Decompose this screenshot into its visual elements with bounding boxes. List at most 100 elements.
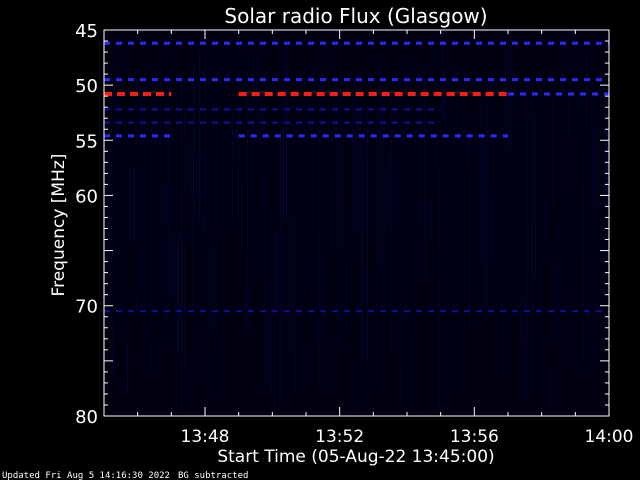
noise-streak: [298, 151, 299, 208]
plot-frame: [103, 29, 610, 417]
noise-streak: [364, 97, 365, 164]
noise-streak: [325, 227, 326, 393]
noise-streak: [184, 107, 185, 373]
noise-streak: [181, 81, 182, 412]
noise-streak: [601, 227, 602, 321]
noise-streak: [127, 340, 128, 396]
noise-streak: [337, 86, 338, 349]
noise-streak: [406, 57, 407, 364]
noise-streak: [526, 74, 527, 405]
noise-streak: [295, 217, 296, 391]
y-tick-label: 50: [75, 76, 98, 97]
noise-streak: [148, 328, 149, 393]
noise-streak: [172, 122, 173, 298]
noise-streak: [352, 86, 353, 230]
y-axis-label: Frequency [MHz]: [49, 154, 69, 297]
noise-streak: [361, 79, 362, 404]
noise-streak: [370, 122, 371, 246]
plot-background: [104, 30, 609, 416]
updated-timestamp: Updated Fri Aug 5 14:16:30 2022: [2, 471, 170, 480]
noise-streak: [562, 33, 563, 115]
spectral-features: [104, 41, 609, 313]
noise-streak: [151, 68, 152, 374]
noise-streak: [481, 99, 482, 264]
noise-streak: [457, 66, 458, 392]
noise-streak: [328, 82, 329, 148]
noise-streak: [106, 141, 107, 329]
noise-streak: [403, 68, 404, 368]
noise-streak: [391, 94, 392, 358]
noise-streak: [223, 111, 224, 401]
noise-streak: [544, 172, 545, 240]
noise-streak: [595, 99, 596, 367]
noise-streak: [355, 75, 356, 264]
noise-streak: [409, 43, 410, 158]
noise-streak: [319, 74, 320, 387]
noise-streak: [430, 198, 431, 239]
noise-streak: [460, 130, 461, 375]
noise-streak: [166, 49, 167, 376]
y-tick-label: 60: [75, 186, 98, 207]
noise-streak: [238, 43, 239, 271]
noise-layer: [106, 30, 608, 412]
noise-streak: [529, 113, 530, 223]
noise-streak: [133, 151, 134, 249]
noise-streak: [547, 195, 548, 263]
noise-streak: [316, 234, 317, 345]
noise-streak: [241, 179, 242, 253]
noise-streak: [541, 88, 542, 306]
x-tick-label: 14:00: [585, 427, 634, 447]
noise-streak: [520, 298, 521, 344]
noise-streak: [130, 167, 131, 244]
noise-streak: [373, 304, 374, 393]
noise-streak: [556, 227, 557, 340]
noise-streak: [589, 133, 590, 373]
noise-streak: [292, 124, 293, 390]
noise-streak: [442, 30, 443, 122]
noise-streak: [436, 127, 437, 195]
noise-streak: [289, 147, 290, 354]
noise-streak: [214, 158, 215, 397]
noise-streak: [124, 116, 125, 325]
noise-streak: [304, 54, 305, 298]
noise-streak: [283, 61, 284, 399]
noise-streak: [139, 52, 140, 389]
noise-streak: [235, 80, 236, 162]
noise-streak: [577, 108, 578, 185]
noise-streak: [532, 81, 533, 394]
noise-streak: [175, 234, 176, 346]
noise-streak: [277, 140, 278, 305]
noise-streak: [568, 92, 569, 138]
noise-streak: [193, 63, 194, 325]
noise-streak: [607, 114, 608, 230]
noise-streak: [262, 110, 263, 283]
noise-streak: [397, 144, 398, 228]
noise-streak: [142, 90, 143, 295]
noise-streak: [169, 116, 170, 306]
noise-streak: [379, 52, 380, 269]
noise-streak: [307, 89, 308, 288]
noise-streak: [310, 59, 311, 388]
noise-streak: [427, 102, 428, 341]
noise-streak: [421, 91, 422, 225]
noise-streak: [220, 36, 221, 102]
noise-streak: [400, 140, 401, 407]
noise-streak: [496, 209, 497, 389]
noise-streak: [469, 128, 470, 329]
noise-streak: [472, 142, 473, 210]
noise-streak: [598, 79, 599, 411]
noise-streak: [358, 105, 359, 412]
noise-streak: [259, 37, 260, 169]
noise-streak: [313, 72, 314, 229]
noise-streak: [388, 150, 389, 228]
noise-streak: [280, 130, 281, 407]
noise-streak: [202, 212, 203, 390]
noise-streak: [493, 195, 494, 313]
noise-streak: [514, 71, 515, 329]
x-tick-label: 13:48: [181, 427, 230, 447]
noise-streak: [382, 65, 383, 394]
x-axis: 13:48 13:52 13:56 14:00: [103, 30, 634, 447]
noise-streak: [115, 93, 116, 257]
noise-streak: [499, 112, 500, 302]
noise-streak: [463, 63, 464, 177]
